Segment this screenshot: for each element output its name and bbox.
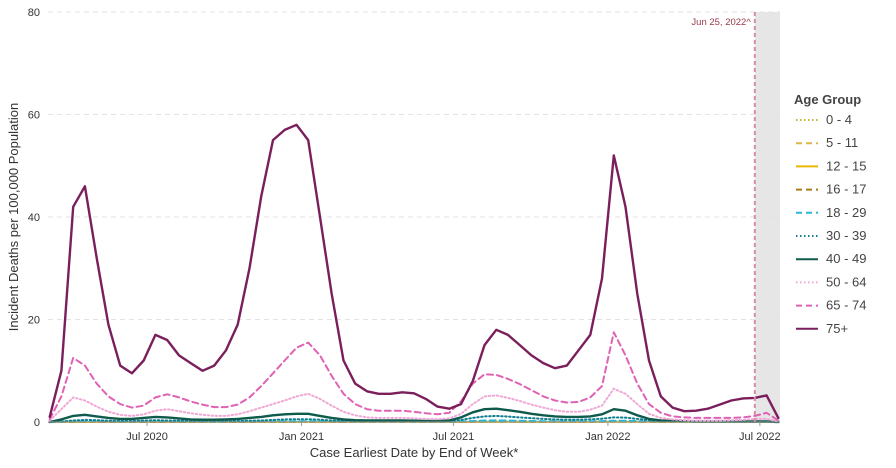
series-line-65-74 bbox=[50, 332, 779, 420]
legend-item-label: 12 - 15 bbox=[826, 158, 866, 173]
y-tick-label: 0 bbox=[34, 417, 40, 429]
legend-title: Age Group bbox=[794, 92, 861, 107]
legend-item-label: 5 - 11 bbox=[826, 135, 858, 150]
projection-shaded-region bbox=[755, 12, 780, 422]
x-tick-label: Jan 2021 bbox=[279, 431, 324, 443]
axes-layer: 0 20 40 60 80 Jul 2020 Jan 2021 Jul 2021 Jan 202… bbox=[6, 7, 781, 460]
legend-item-label: 65 - 74 bbox=[826, 298, 866, 313]
x-tick-label: Jul 2020 bbox=[126, 431, 168, 443]
legend-item-label: 50 - 64 bbox=[826, 274, 866, 289]
y-tick-label: 80 bbox=[28, 7, 40, 19]
legend-item-label: 16 - 17 bbox=[826, 182, 866, 197]
y-tick-label: 20 bbox=[28, 315, 40, 327]
legend-item-label: 0 - 4 bbox=[826, 112, 852, 127]
x-axis-title: Case Earliest Date by End of Week* bbox=[310, 445, 519, 460]
legend-item-label: 30 - 39 bbox=[826, 228, 866, 243]
series-line-75plus bbox=[50, 125, 779, 418]
y-axis-title: Incident Deaths per 100,000 Population bbox=[6, 103, 21, 331]
x-tick-label: Jul 2022 bbox=[739, 431, 781, 443]
legend-item-label: 18 - 29 bbox=[826, 205, 866, 220]
legend-item-label: 75+ bbox=[826, 321, 848, 336]
shaded-region-layer bbox=[755, 12, 780, 422]
grid-layer bbox=[48, 12, 780, 320]
legend: Age Group 0 - 4 5 - 11 12 - 15 16 - 17 18 - 2… bbox=[794, 92, 866, 336]
y-tick-label: 60 bbox=[28, 110, 40, 122]
annotation-label: Jun 25, 2022^ bbox=[691, 17, 751, 28]
x-tick-label: Jan 2022 bbox=[585, 431, 630, 443]
series-layer bbox=[50, 125, 779, 422]
y-tick-label: 40 bbox=[28, 212, 40, 224]
legend-item-label: 40 - 49 bbox=[826, 251, 866, 266]
x-tick-label: Jul 2021 bbox=[433, 431, 475, 443]
